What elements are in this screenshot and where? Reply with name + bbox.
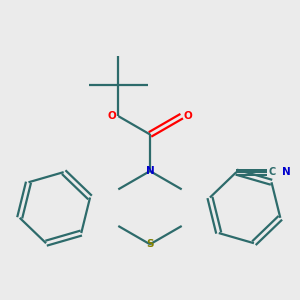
Text: N: N xyxy=(282,167,291,177)
Text: N: N xyxy=(146,166,154,176)
Text: O: O xyxy=(107,111,116,121)
Text: O: O xyxy=(184,111,193,121)
Text: S: S xyxy=(146,239,154,249)
Text: C: C xyxy=(269,167,276,177)
